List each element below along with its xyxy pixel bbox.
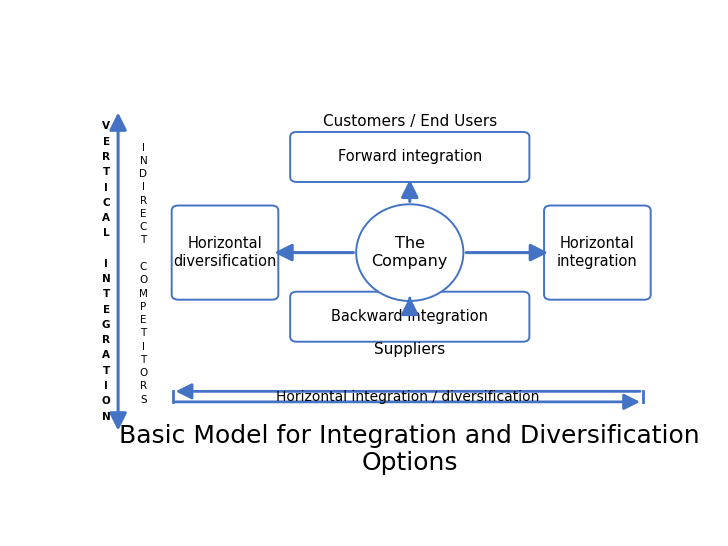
Text: I: I bbox=[142, 182, 145, 192]
Text: E: E bbox=[141, 209, 147, 219]
FancyBboxPatch shape bbox=[290, 132, 529, 182]
Text: N: N bbox=[102, 274, 111, 284]
Ellipse shape bbox=[356, 204, 463, 301]
FancyBboxPatch shape bbox=[544, 205, 651, 300]
Text: Horizontal
diversification: Horizontal diversification bbox=[173, 236, 277, 269]
Text: A: A bbox=[102, 213, 110, 223]
Text: T: T bbox=[103, 167, 110, 177]
Text: Customers / End Users: Customers / End Users bbox=[323, 115, 497, 129]
Text: R: R bbox=[102, 335, 110, 345]
Text: Forward integration: Forward integration bbox=[338, 150, 482, 164]
Text: O: O bbox=[139, 368, 148, 378]
Text: C: C bbox=[103, 198, 110, 208]
Text: N: N bbox=[140, 156, 147, 166]
Text: R: R bbox=[140, 195, 147, 206]
Text: R: R bbox=[102, 152, 110, 162]
Text: Horizontal
integration: Horizontal integration bbox=[557, 236, 638, 269]
FancyBboxPatch shape bbox=[172, 205, 278, 300]
Text: O: O bbox=[139, 275, 148, 285]
Text: I: I bbox=[142, 342, 145, 352]
Text: Suppliers: Suppliers bbox=[374, 342, 446, 357]
Text: I: I bbox=[142, 143, 145, 152]
Text: Backward integration: Backward integration bbox=[331, 309, 488, 324]
Text: C: C bbox=[140, 222, 147, 232]
Text: M: M bbox=[139, 288, 148, 299]
Text: The
Company: The Company bbox=[371, 236, 448, 269]
Text: T: T bbox=[103, 289, 110, 299]
Text: C: C bbox=[140, 262, 147, 272]
Text: A: A bbox=[102, 351, 110, 360]
Text: T: T bbox=[141, 235, 146, 246]
Text: G: G bbox=[102, 320, 111, 330]
Text: L: L bbox=[103, 228, 109, 239]
Text: P: P bbox=[141, 302, 146, 312]
Text: T: T bbox=[141, 355, 146, 365]
Text: Horizontal integration / diversification: Horizontal integration / diversification bbox=[276, 390, 539, 403]
Text: Basic Model for Integration and Diversification
Options: Basic Model for Integration and Diversif… bbox=[119, 424, 700, 476]
Text: R: R bbox=[140, 382, 147, 391]
Text: I: I bbox=[104, 259, 108, 269]
Text: I: I bbox=[104, 381, 108, 391]
Text: T: T bbox=[141, 328, 146, 339]
Text: E: E bbox=[103, 136, 110, 147]
Text: O: O bbox=[102, 396, 111, 406]
Text: T: T bbox=[103, 366, 110, 376]
FancyBboxPatch shape bbox=[290, 292, 529, 342]
Text: E: E bbox=[141, 315, 147, 325]
Text: N: N bbox=[102, 412, 111, 422]
Text: I: I bbox=[104, 182, 108, 193]
Text: D: D bbox=[140, 169, 148, 179]
Text: S: S bbox=[141, 395, 147, 405]
Text: V: V bbox=[102, 121, 110, 132]
Text: E: E bbox=[103, 305, 110, 314]
